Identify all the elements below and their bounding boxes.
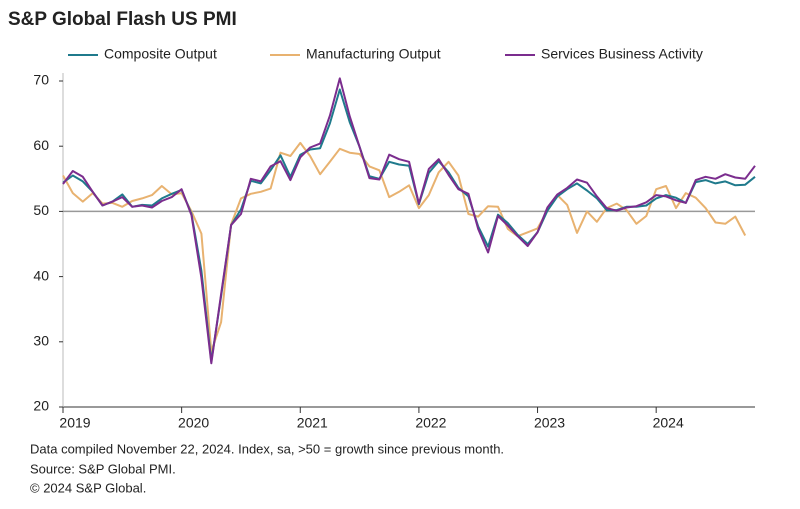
y-tick-label: 40: [33, 267, 49, 283]
legend-label: Services Business Activity: [541, 46, 703, 62]
series-line: [62, 77, 756, 365]
x-tick-label: 2021: [297, 415, 328, 431]
note: © 2024 S&P Global.: [30, 480, 146, 495]
x-tick-label: 2019: [59, 415, 90, 431]
x-tick-label: 2024: [653, 415, 684, 431]
note: Data compiled November 22, 2024. Index, …: [30, 441, 504, 456]
x-tick-label: 2020: [178, 415, 209, 431]
x-tick-label: 2023: [534, 415, 565, 431]
y-tick-label: 20: [33, 398, 49, 414]
chart-title: S&P Global Flash US PMI: [8, 9, 237, 30]
legend-label: Manufacturing Output: [306, 46, 441, 62]
x-tick-label: 2022: [415, 415, 446, 431]
note: Source: S&P Global PMI.: [30, 461, 176, 476]
y-tick-label: 30: [33, 333, 49, 349]
y-tick-label: 60: [33, 137, 49, 153]
series-line: [62, 88, 756, 363]
y-tick-label: 50: [33, 202, 49, 218]
legend-label: Composite Output: [104, 46, 217, 62]
series-line: [62, 141, 747, 353]
y-tick-label: 70: [33, 72, 49, 88]
